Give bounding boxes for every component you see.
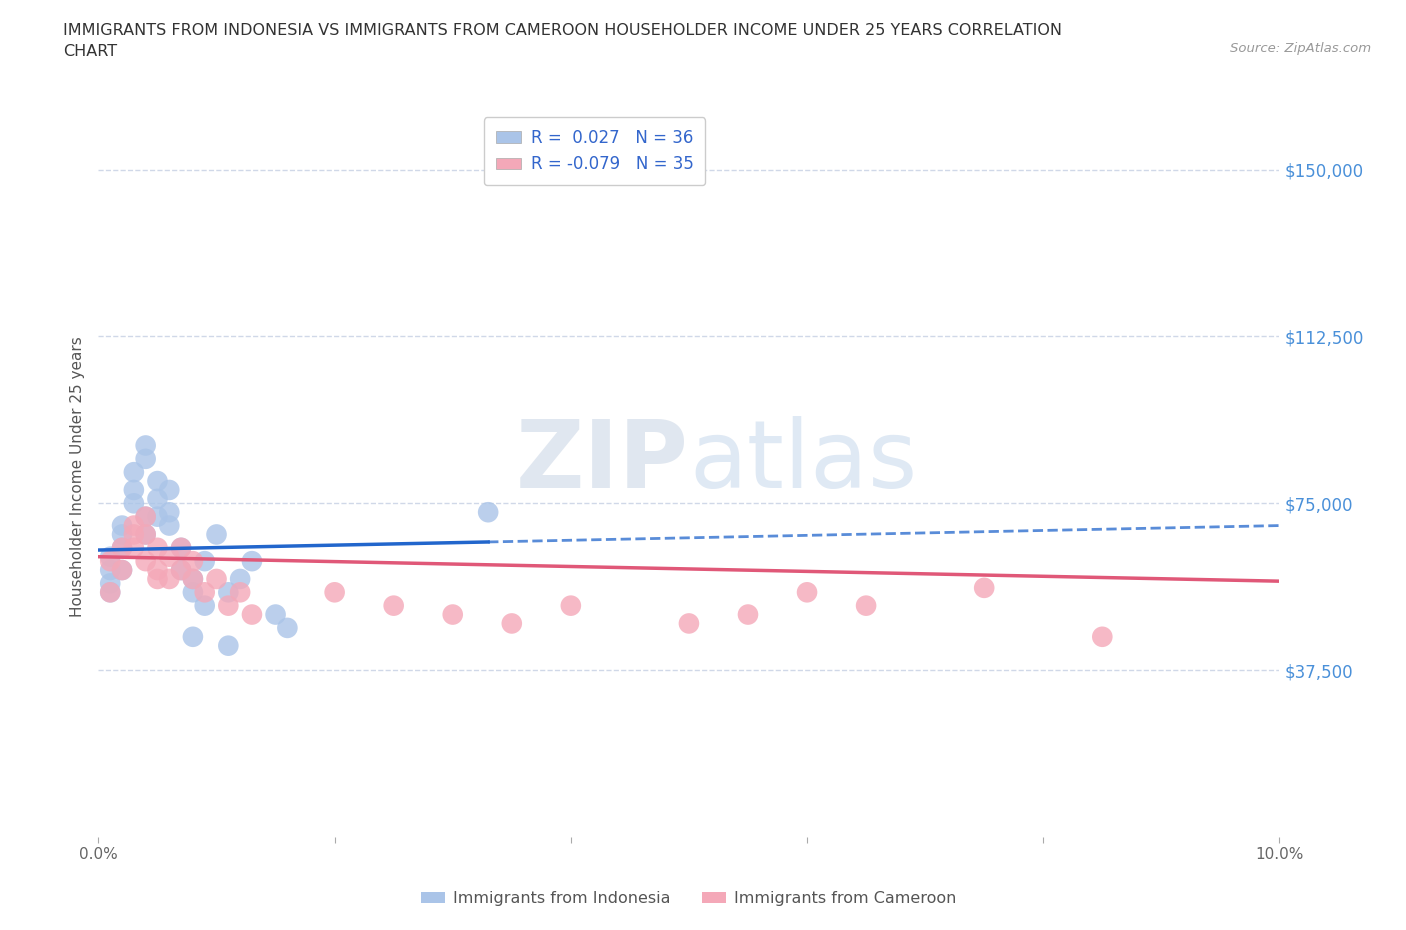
- Point: [157, 483, 180, 498]
- Point: [157, 518, 180, 533]
- Point: [217, 585, 239, 600]
- Point: [135, 451, 157, 466]
- Point: [122, 465, 145, 480]
- Point: [157, 505, 180, 520]
- Point: [157, 550, 180, 565]
- Point: [855, 598, 877, 613]
- Point: [229, 572, 252, 587]
- Y-axis label: Householder Income Under 25 years: Householder Income Under 25 years: [69, 337, 84, 617]
- Point: [146, 540, 169, 555]
- Point: [796, 585, 818, 600]
- Point: [111, 527, 134, 542]
- Point: [98, 576, 121, 591]
- Point: [98, 585, 121, 600]
- Text: Source: ZipAtlas.com: Source: ZipAtlas.com: [1230, 42, 1371, 55]
- Point: [181, 572, 204, 587]
- Point: [678, 616, 700, 631]
- Point: [560, 598, 582, 613]
- Point: [135, 553, 157, 568]
- Point: [111, 540, 134, 555]
- Point: [135, 527, 157, 542]
- Point: [170, 540, 193, 555]
- Point: [181, 630, 204, 644]
- Point: [170, 540, 193, 555]
- Point: [122, 518, 145, 533]
- Point: [170, 563, 193, 578]
- Point: [111, 540, 134, 555]
- Text: ZIP: ZIP: [516, 417, 689, 508]
- Point: [111, 563, 134, 578]
- Point: [98, 550, 121, 565]
- Legend: Immigrants from Indonesia, Immigrants from Cameroon: Immigrants from Indonesia, Immigrants fr…: [415, 884, 963, 912]
- Point: [135, 527, 157, 542]
- Point: [973, 580, 995, 595]
- Point: [194, 598, 217, 613]
- Point: [111, 518, 134, 533]
- Text: atlas: atlas: [689, 417, 917, 508]
- Point: [135, 438, 157, 453]
- Point: [217, 598, 239, 613]
- Point: [181, 572, 204, 587]
- Point: [98, 553, 121, 568]
- Point: [181, 553, 204, 568]
- Point: [146, 563, 169, 578]
- Point: [323, 585, 346, 600]
- Point: [205, 572, 228, 587]
- Point: [135, 510, 157, 525]
- Point: [194, 553, 217, 568]
- Point: [181, 585, 204, 600]
- Point: [111, 563, 134, 578]
- Point: [135, 510, 157, 525]
- Point: [240, 553, 263, 568]
- Point: [146, 491, 169, 506]
- Point: [276, 620, 298, 635]
- Point: [240, 607, 263, 622]
- Point: [122, 496, 145, 511]
- Point: [217, 638, 239, 653]
- Point: [737, 607, 759, 622]
- Point: [382, 598, 405, 613]
- Point: [146, 473, 169, 488]
- Point: [98, 585, 121, 600]
- Point: [146, 510, 169, 525]
- Point: [98, 563, 121, 578]
- Point: [264, 607, 287, 622]
- Point: [122, 483, 145, 498]
- Point: [205, 527, 228, 542]
- Point: [229, 585, 252, 600]
- Point: [170, 563, 193, 578]
- Point: [501, 616, 523, 631]
- Point: [122, 527, 145, 542]
- Point: [1091, 630, 1114, 644]
- Point: [157, 572, 180, 587]
- Point: [194, 585, 217, 600]
- Point: [146, 572, 169, 587]
- Point: [122, 540, 145, 555]
- Text: IMMIGRANTS FROM INDONESIA VS IMMIGRANTS FROM CAMEROON HOUSEHOLDER INCOME UNDER 2: IMMIGRANTS FROM INDONESIA VS IMMIGRANTS …: [63, 23, 1063, 60]
- Point: [477, 505, 499, 520]
- Point: [441, 607, 464, 622]
